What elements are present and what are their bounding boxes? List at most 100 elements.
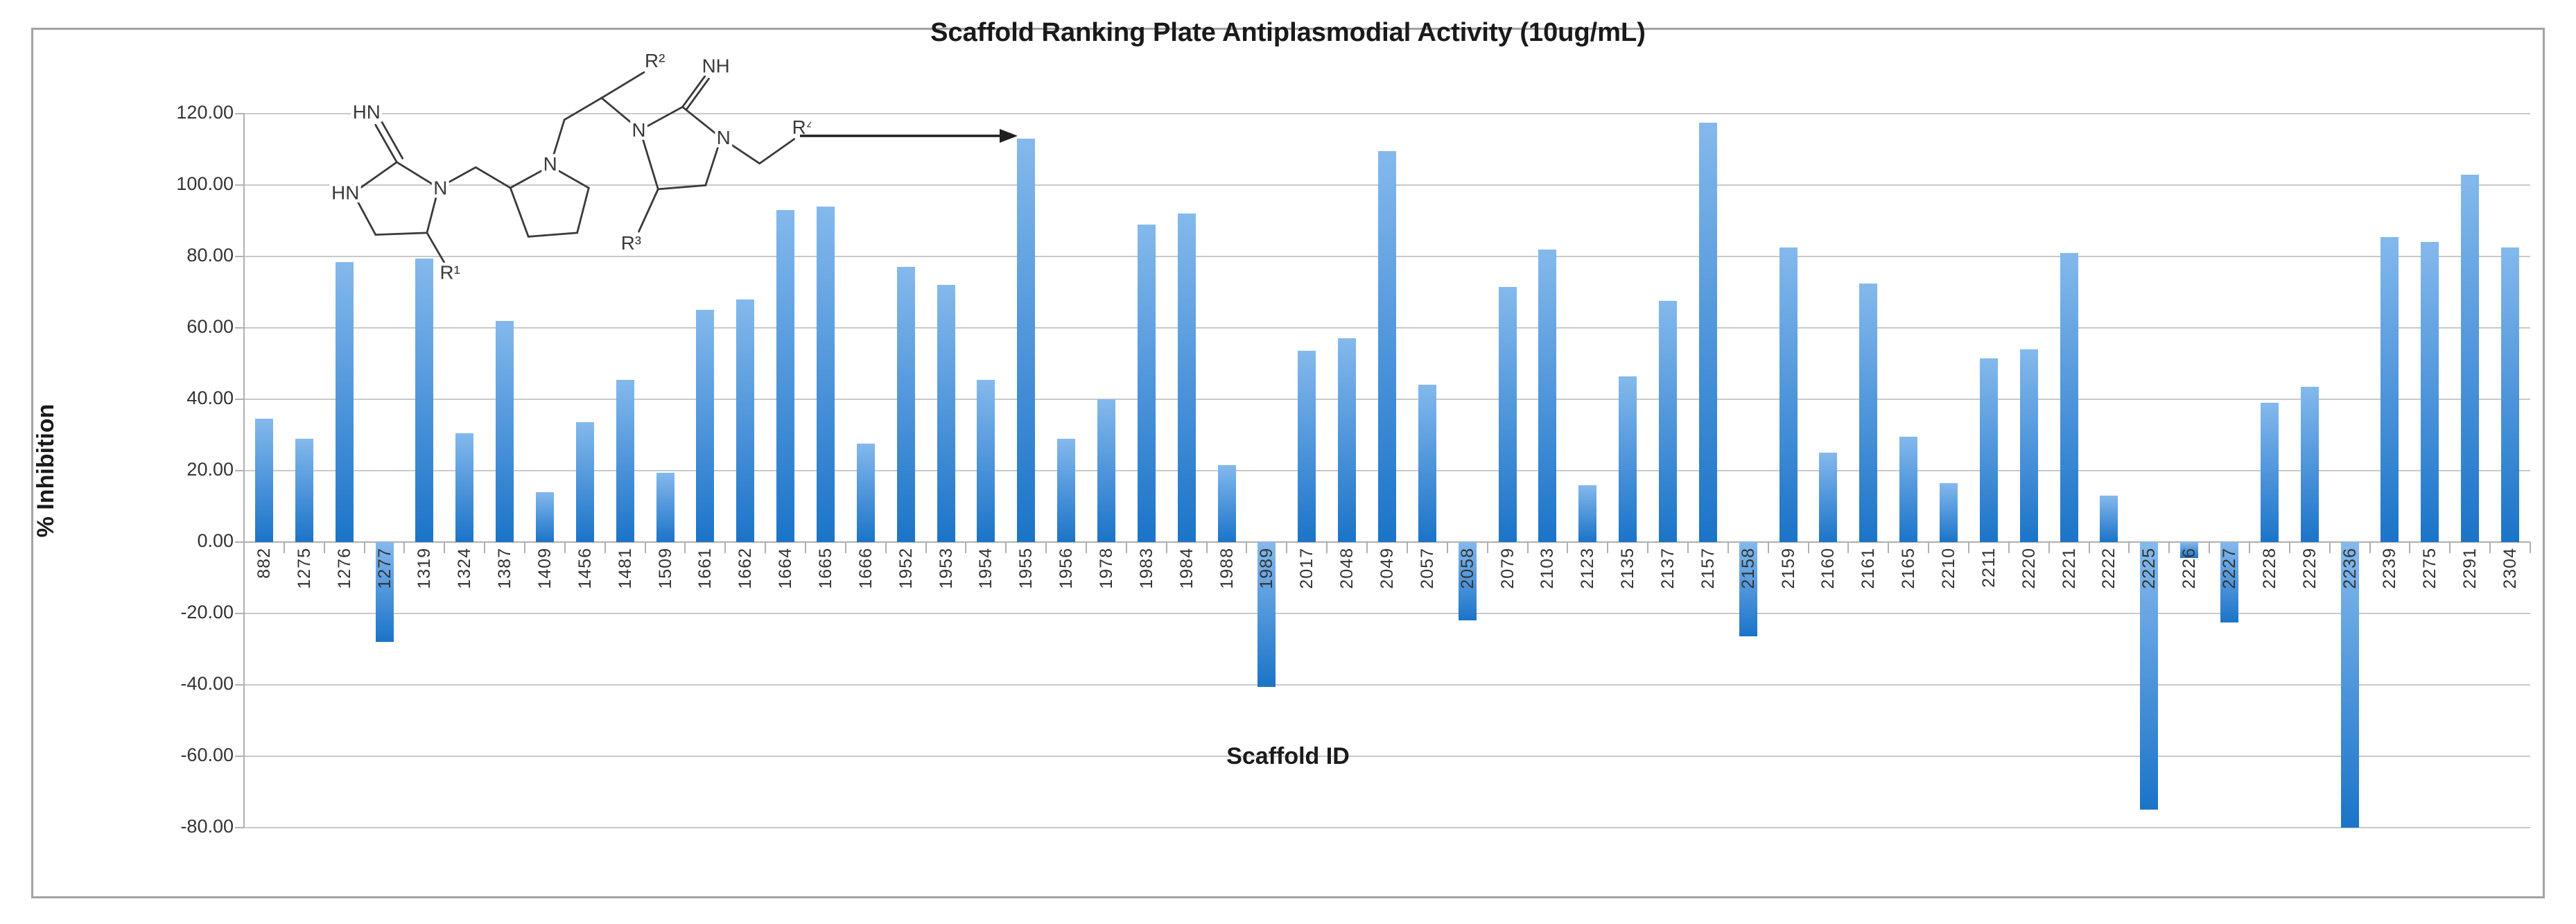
x-axis-tick (1807, 542, 1809, 553)
bar (1779, 247, 1798, 542)
x-axis-tick (323, 542, 325, 553)
x-axis-tick (2008, 542, 2010, 553)
x-axis-tick (363, 542, 365, 553)
x-axis-category-label: 2160 (1818, 548, 1838, 589)
bar (335, 261, 354, 542)
bar (1177, 213, 1196, 542)
y-axis-tick (235, 184, 244, 186)
x-axis-category-label: 2304 (2500, 548, 2521, 589)
bar (455, 433, 474, 542)
bar (2180, 542, 2199, 559)
x-axis-category-label: 1276 (334, 548, 354, 589)
gridline (244, 613, 2530, 614)
bar (856, 444, 875, 542)
y-axis-tick-label: 120.00 (176, 102, 234, 123)
n-left-label: N (433, 177, 447, 198)
bar (1298, 351, 1316, 542)
bar (375, 542, 394, 643)
bar (1619, 376, 1637, 542)
x-axis-tick (2530, 542, 2531, 553)
x-axis-tick (2329, 542, 2331, 553)
bar (2501, 247, 2520, 542)
bar (1899, 437, 1918, 542)
x-axis-category-label: 1952 (896, 548, 916, 589)
x-axis-category-label: 1984 (1176, 548, 1196, 589)
x-axis-tick (1928, 542, 1930, 553)
x-axis-tick (2409, 542, 2411, 553)
x-axis-category-label: 1954 (976, 548, 996, 589)
x-axis-category-label: 1956 (1056, 548, 1077, 589)
x-axis-category-label: 2236 (2340, 548, 2360, 589)
x-axis-tick (1005, 542, 1007, 553)
y-axis-tick-label: -60.00 (180, 744, 234, 765)
x-axis-tick (243, 542, 245, 553)
r3-label: R³ (621, 232, 641, 254)
x-axis-category-label: 2049 (1377, 548, 1397, 589)
chart-title: Scaffold Ranking Plate Antiplasmodial Ac… (930, 18, 1646, 47)
y-axis-title: % Inhibition (33, 403, 59, 538)
bar (1698, 122, 1717, 542)
x-axis-tick (1045, 542, 1047, 553)
x-axis-tick (965, 542, 967, 553)
y-axis-tick (235, 541, 244, 543)
x-axis-category-label: 2228 (2259, 548, 2279, 589)
x-axis-category-label: 1319 (415, 548, 435, 589)
bar (2421, 242, 2439, 542)
y-axis-tick (235, 399, 244, 400)
x-axis-tick (1727, 542, 1729, 553)
x-axis-tick (283, 542, 285, 553)
bar (2019, 349, 2038, 542)
x-axis-category-label: 2159 (1778, 548, 1798, 589)
x-axis-tick (524, 542, 526, 553)
y-axis-tick-label: 40.00 (186, 387, 234, 408)
x-axis-category-label: 2210 (1939, 548, 1959, 589)
x-axis-category-label: 2229 (2299, 548, 2320, 589)
x-axis-title: Scaffold ID (1226, 743, 1350, 769)
bar (1257, 542, 1276, 687)
x-axis-tick (403, 542, 406, 553)
bar (2140, 542, 2159, 810)
x-axis-category-label: 2226 (2179, 548, 2200, 589)
gridline (244, 113, 2530, 114)
x-axis-tick (2209, 542, 2211, 553)
gridline (244, 756, 2530, 757)
x-axis-tick (1206, 542, 1208, 553)
x-axis-tick (484, 542, 486, 553)
x-axis-tick (2128, 542, 2130, 553)
n-right2-label: N (717, 127, 731, 148)
bar (1137, 224, 1156, 542)
bar (736, 299, 755, 542)
y-axis-tick (235, 684, 244, 686)
figure-border (31, 28, 2545, 898)
y-axis-tick-label: 60.00 (186, 316, 234, 337)
x-axis-category-label: 1387 (495, 548, 515, 589)
x-axis-category-label: 1955 (1016, 548, 1036, 589)
imine-right-label: NH (702, 55, 730, 76)
x-axis-category-label: 1409 (534, 548, 555, 589)
bar (1057, 438, 1076, 542)
x-axis-tick (1486, 542, 1488, 553)
r1-label: R¹ (440, 262, 460, 284)
x-axis-tick (885, 542, 887, 553)
y-axis-tick-label: -40.00 (180, 673, 234, 694)
y-axis-tick-label: -20.00 (180, 602, 234, 622)
x-axis-category-label: 2017 (1297, 548, 1317, 589)
x-axis-tick (1246, 542, 1248, 553)
x-axis-tick (844, 542, 846, 553)
x-axis-tick (2248, 542, 2250, 553)
x-axis-category-label: 1664 (776, 548, 796, 589)
y-axis-tick (235, 827, 244, 828)
bar (2300, 386, 2319, 542)
x-axis-category-label: 2057 (1417, 548, 1437, 589)
x-axis-category-label: 1988 (1217, 548, 1237, 589)
x-axis-category-label: 2161 (1859, 548, 1879, 589)
x-axis-category-label: 2123 (1578, 548, 1598, 589)
arrow-annotation-icon (800, 129, 1018, 143)
x-axis-tick (1366, 542, 1368, 553)
x-axis-category-label: 2222 (2099, 548, 2119, 589)
y-axis-tick (235, 470, 244, 471)
x-axis-category-label: 1661 (695, 548, 715, 589)
bar (2060, 252, 2078, 542)
x-axis-category-label: 2135 (1618, 548, 1638, 589)
bar (2461, 174, 2480, 542)
